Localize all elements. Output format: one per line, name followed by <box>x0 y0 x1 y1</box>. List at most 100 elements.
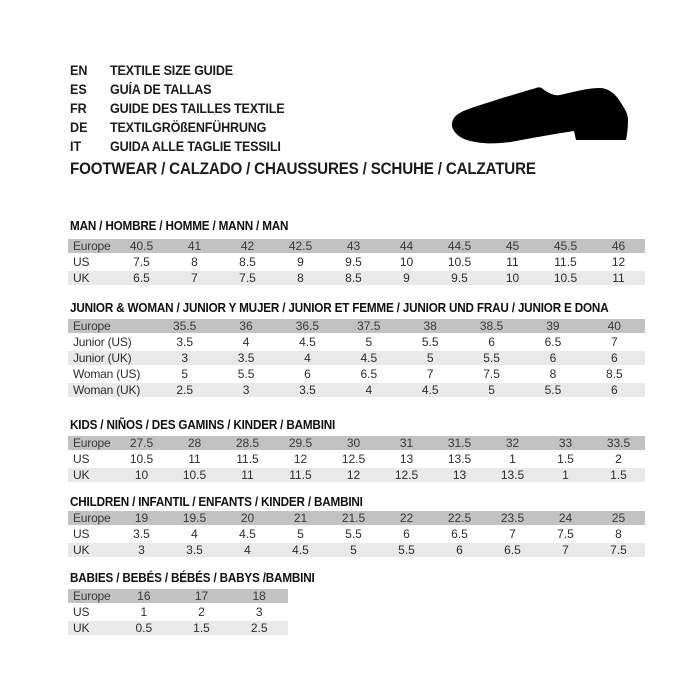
size-table-junior-woman: Europe 35.5 36 36.5 37.5 38 38.5 39 40 Junior (US… <box>68 319 645 399</box>
size-cell: 5 <box>426 351 434 365</box>
size-cell: 4 <box>191 527 198 541</box>
size-cell: 7.5 <box>557 527 574 541</box>
size-cell: 7 <box>191 271 198 285</box>
lang-label: GUÍA DE TALLAS <box>109 82 212 97</box>
row-label: UK <box>73 271 90 285</box>
table-row: US 1 2 3 <box>68 605 288 619</box>
size-cell: 5.5 <box>345 527 362 541</box>
table-row: Woman (UK) 2.5 3 3.5 4 4.5 5 5.5 6 <box>68 383 645 397</box>
size-cell: 42.5 <box>288 239 313 253</box>
size-cell: 11 <box>506 255 519 269</box>
size-cell: 33 <box>558 436 573 450</box>
size-cell: 6.5 <box>360 367 378 381</box>
size-cell: 9.5 <box>345 255 362 269</box>
size-cell: 10 <box>505 271 520 285</box>
table-row: UK 3 3.5 4 4.5 5 5.5 6 6.5 7 7.5 <box>68 543 645 557</box>
row-label: Junior (US) <box>73 335 132 349</box>
lang-row-de: DE TEXTILGRÖßENFÜHRUNG <box>70 118 284 137</box>
size-cell: 3 <box>255 605 263 619</box>
size-cell: 10 <box>134 468 149 482</box>
table-row: US 7.5 8 8.5 9 9.5 10 10.5 11 11.5 12 <box>68 255 645 269</box>
size-cell: 5.5 <box>421 335 439 349</box>
size-cell: 13.5 <box>500 468 525 482</box>
size-cell: 7 <box>562 543 569 557</box>
size-cell: 16 <box>137 589 151 603</box>
size-cell: 11 <box>612 271 625 285</box>
size-cell: 5 <box>488 383 495 397</box>
size-cell: 12.5 <box>394 468 419 482</box>
size-cell: 31 <box>399 436 414 450</box>
size-cell: 7 <box>426 367 434 381</box>
row-label: UK <box>73 543 90 557</box>
size-cell: 1 <box>562 468 569 482</box>
size-cell: 27.5 <box>129 436 154 450</box>
row-label: US <box>73 255 90 269</box>
size-cell: 32 <box>505 436 520 450</box>
size-cell: 3.5 <box>133 527 150 541</box>
size-cell: 4.5 <box>421 383 439 397</box>
size-cell: 19 <box>134 511 149 525</box>
size-cell: 6.5 <box>451 527 468 541</box>
size-cell: 6 <box>304 367 311 381</box>
size-cell: 20 <box>240 511 255 525</box>
size-cell: 1 <box>509 452 516 466</box>
size-cell: 4 <box>304 351 311 365</box>
table-row: Europe 16 17 18 <box>68 589 288 603</box>
lang-label: TEXTILE SIZE GUIDE <box>109 63 233 78</box>
size-cell: 2 <box>198 605 205 619</box>
lang-row-es: ES GUÍA DE TALLAS <box>70 80 284 99</box>
size-cell: 10.5 <box>182 468 207 482</box>
row-label: Europe <box>73 511 111 525</box>
size-cell: 3.5 <box>176 335 194 349</box>
size-cell: 43 <box>346 239 361 253</box>
row-label: Europe <box>73 319 111 333</box>
size-cell: 7.5 <box>133 255 150 269</box>
size-cell: 21.5 <box>341 511 366 525</box>
size-cell: 6.5 <box>133 271 150 285</box>
size-cell: 4.5 <box>360 351 378 365</box>
size-cell: 4 <box>365 383 373 397</box>
size-cell: 1.5 <box>557 452 574 466</box>
size-cell: 7 <box>610 335 618 349</box>
lang-code: FR <box>70 101 87 116</box>
size-cell: 8 <box>297 271 304 285</box>
size-cell: 8 <box>615 527 622 541</box>
size-cell: 10.5 <box>447 255 472 269</box>
size-cell: 19.5 <box>182 511 207 525</box>
row-label: Europe <box>73 239 111 253</box>
table-title-junior-woman: JUNIOR & WOMAN / JUNIOR Y MUJER / JUNIOR… <box>70 300 609 315</box>
size-cell: 6 <box>610 351 618 365</box>
size-cell: 5 <box>350 543 357 557</box>
size-table-kids: Europe 27.5 28 28.5 29.5 30 31 31.5 32 33 33.5 US 10… <box>68 436 645 484</box>
size-cell: 6.5 <box>504 543 521 557</box>
size-cell: 17 <box>194 589 209 603</box>
size-cell: 28.5 <box>235 436 260 450</box>
size-cell: 3 <box>242 383 250 397</box>
size-cell: 38 <box>423 319 437 333</box>
size-cell: 5 <box>297 527 304 541</box>
size-table-babies: Europe 16 17 18 US 1 2 3 UK 0.5 1.5 2.5 <box>68 589 288 637</box>
lang-row-en: EN TEXTILE SIZE GUIDE <box>70 61 284 80</box>
size-cell: 3 <box>138 543 145 557</box>
size-cell: 11.5 <box>289 468 312 482</box>
size-cell: 2.5 <box>176 383 194 397</box>
size-cell: 9 <box>403 271 410 285</box>
shoe-icon <box>448 78 633 158</box>
size-cell: 31.5 <box>447 436 472 450</box>
size-cell: 11.5 <box>554 255 577 269</box>
size-cell: 5.5 <box>544 383 562 397</box>
size-cell: 1 <box>140 605 148 619</box>
table-row: US 10.5 11 11.5 12 12.5 13 13.5 1 1.5 2 <box>68 452 645 466</box>
size-cell: 35.5 <box>173 319 197 333</box>
size-cell: 24 <box>558 511 573 525</box>
size-cell: 13.5 <box>447 452 472 466</box>
size-cell: 40.5 <box>129 239 154 253</box>
table-row: Europe 40.5 41 42 42.5 43 44 44.5 45 45.5 46 <box>68 239 645 253</box>
table-row: Junior (UK) 3 3.5 4 4.5 5 5.5 6 6 <box>68 351 645 365</box>
size-cell: 8.5 <box>605 367 623 381</box>
table-title-babies: BABIES / BEBÉS / BÉBÉS / BABYS /BAMBINI <box>70 570 315 585</box>
size-cell: 4.5 <box>292 543 309 557</box>
size-cell: 45 <box>505 239 520 253</box>
row-label: Woman (UK) <box>73 383 141 397</box>
size-cell: 6.5 <box>544 335 562 349</box>
